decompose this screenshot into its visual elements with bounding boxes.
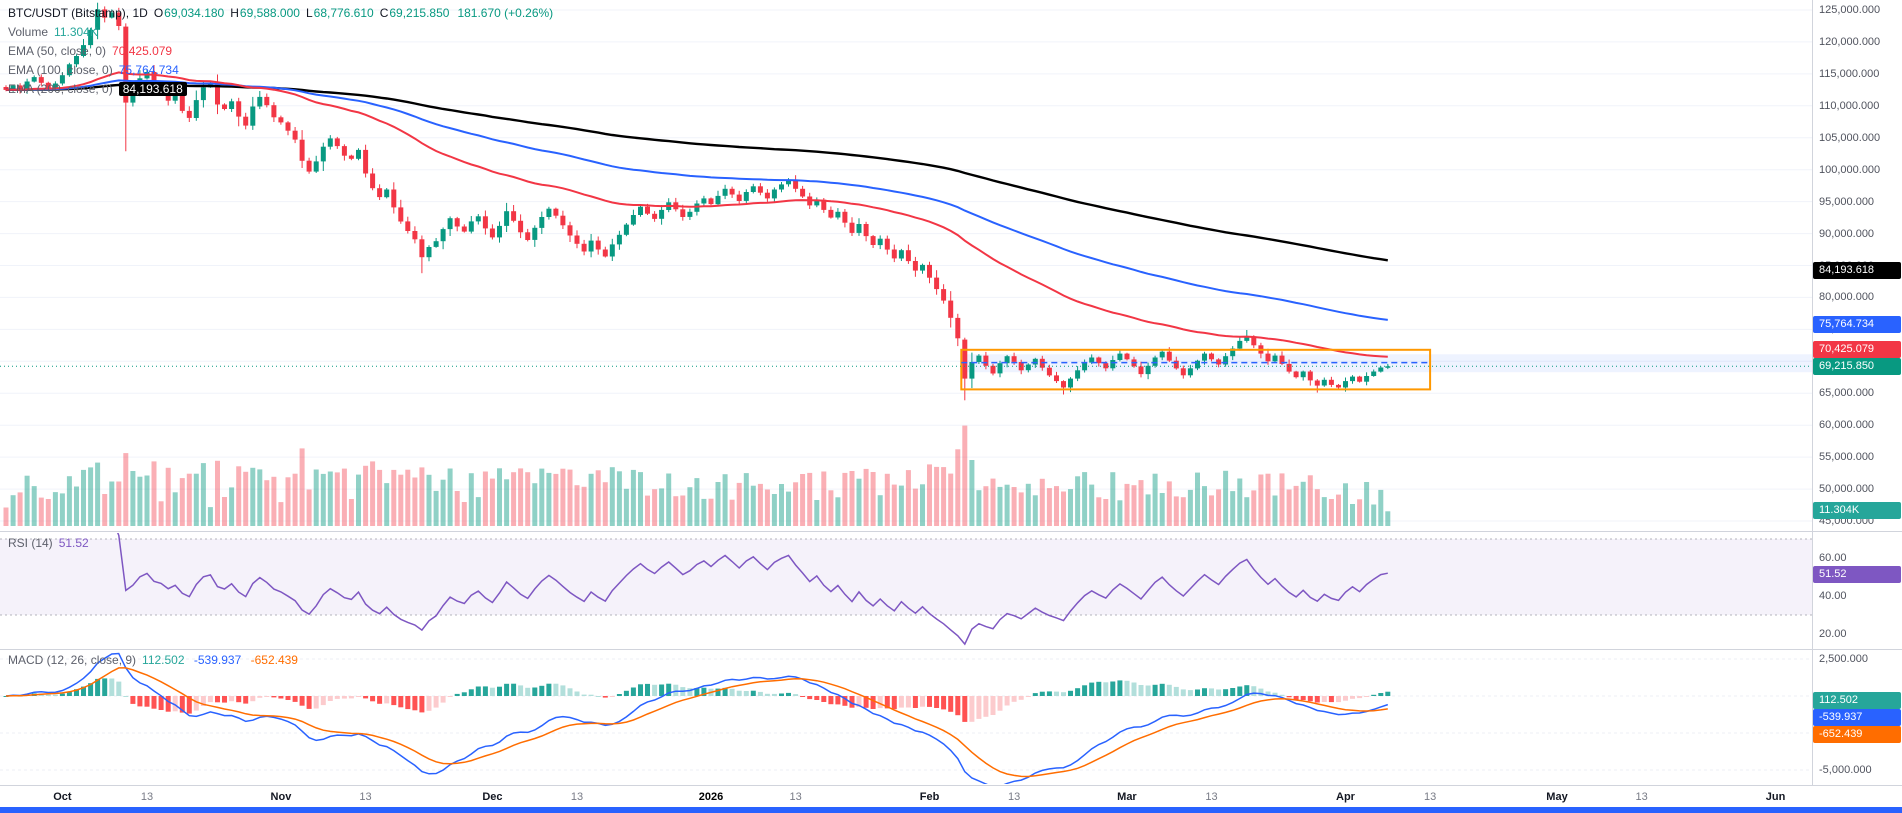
macd-signal-value: -652.439 — [250, 653, 298, 667]
open-label: O — [153, 6, 164, 20]
macd-line-value: -539.937 — [193, 653, 242, 667]
price-tick-label: 120,000.000 — [1819, 35, 1881, 48]
ema50-label: EMA (50, close, 0) — [8, 44, 107, 58]
volume-value: 11.304K — [54, 25, 98, 39]
ema200-label: EMA (200, close, 0) — [8, 82, 113, 96]
time-axis-label: 13 — [1205, 791, 1218, 803]
price-tick-label: 105,000.000 — [1819, 131, 1881, 144]
rsi-value-tag: 51.52 — [1813, 565, 1901, 583]
time-axis-label: May — [1546, 791, 1568, 803]
ema200-legend-row[interactable]: EMA (200, close, 0) 84,193.618 — [8, 80, 553, 99]
time-axis-label: 2026 — [698, 791, 724, 803]
ema100-legend-row[interactable]: EMA (100, close, 0) 75,764.734 — [8, 61, 553, 80]
ema100-value: 75,764.734 — [118, 63, 179, 77]
rsi-legend-row[interactable]: RSI (14) 51.52 — [8, 536, 95, 550]
time-axis-label: Oct — [53, 791, 72, 803]
price-value-tag: 69,215.850 — [1813, 357, 1901, 375]
price-tick-label: 115,000.000 — [1819, 67, 1880, 80]
rsi-value: 51.52 — [58, 536, 89, 550]
symbol-legend-row[interactable]: BTC/USDT (Bitstamp), 1D O69,034.180 H69,58… — [8, 4, 553, 23]
low-value: 68,776.610 — [313, 6, 374, 20]
main-legend: BTC/USDT (Bitstamp), 1D O69,034.180 H69,58… — [8, 4, 553, 99]
time-axis-label: 13 — [789, 791, 802, 803]
rsi-tick-label: 60.00 — [1819, 552, 1847, 564]
macd-tick-label: 2,500.000 — [1819, 653, 1868, 665]
price-tick-label: 60,000.000 — [1819, 419, 1875, 432]
time-axis-label: 13 — [359, 791, 372, 803]
price-value-tag: 75,764.734 — [1813, 315, 1901, 333]
price-tick-label: 95,000.000 — [1819, 195, 1875, 208]
close-label: C — [379, 6, 389, 20]
bottom-scrollbar[interactable] — [0, 807, 1902, 813]
ema200-value: 84,193.618 — [118, 82, 187, 96]
time-axis-label: Apr — [1336, 791, 1355, 803]
volume-label: Volume — [8, 25, 49, 39]
price-tick-label: 90,000.000 — [1819, 227, 1875, 240]
price-tick-label: 80,000.000 — [1819, 291, 1875, 304]
ema50-value: 70,425.079 — [112, 44, 173, 58]
price-value-tag: 70,425.079 — [1813, 341, 1901, 359]
macd-tick-label: -5,000.000 — [1819, 764, 1872, 776]
price-value-tag: 84,193.618 — [1813, 262, 1901, 280]
macd-label: MACD (12, 26, close, 9) — [8, 653, 137, 667]
price-tick-label: 55,000.000 — [1819, 451, 1875, 464]
time-axis-label: 13 — [1008, 791, 1021, 803]
macd-hist-value: 112.502 — [142, 653, 185, 667]
macd-value-tag: -652.439 — [1813, 725, 1901, 743]
low-label: L — [305, 6, 313, 20]
price-tick-label: 65,000.000 — [1819, 387, 1875, 400]
close-value: 69,215.850 — [389, 6, 450, 20]
price-tick-label: 110,000.000 — [1819, 99, 1880, 112]
macd-value-tag: 112.502 — [1813, 691, 1901, 709]
open-value: 69,034.180 — [164, 6, 225, 20]
time-axis-label: 13 — [1423, 791, 1437, 803]
time-axis-label: Nov — [270, 791, 292, 803]
change-value: 181.670 (+0.26%) — [457, 6, 554, 20]
time-axis-label: Mar — [1117, 791, 1137, 803]
time-axis-label: 13 — [570, 791, 584, 803]
time-axis-label: Feb — [919, 791, 940, 803]
time-axis-label: 13 — [140, 791, 154, 803]
ema50-legend-row[interactable]: EMA (50, close, 0) 70,425.079 — [8, 42, 553, 61]
rsi-tick-label: 40.00 — [1819, 590, 1847, 602]
macd-value-tag: -539.937 — [1813, 708, 1901, 726]
ema100-label: EMA (100, close, 0) — [8, 63, 113, 77]
price-tick-label: 50,000.000 — [1819, 483, 1875, 496]
rsi-label: RSI (14) — [8, 536, 53, 550]
time-axis-label: Dec — [482, 791, 503, 803]
price-tick-label: 100,000.000 — [1819, 163, 1881, 176]
price-value-tag: 11.304K — [1813, 501, 1901, 519]
volume-legend-row[interactable]: Volume 11.304K — [8, 23, 553, 42]
symbol-title: BTC/USDT (Bitstamp), 1D — [8, 6, 148, 20]
time-axis-label: 13 — [1635, 791, 1648, 803]
rsi-tick-label: 20.00 — [1819, 628, 1847, 640]
price-tick-label: 125,000.000 — [1819, 4, 1881, 16]
high-label: H — [230, 6, 239, 20]
high-value: 69,588.000 — [239, 6, 300, 20]
time-axis-label: Jun — [1765, 791, 1786, 803]
macd-legend-row[interactable]: MACD (12, 26, close, 9) 112.502 -539.937 … — [8, 653, 304, 667]
